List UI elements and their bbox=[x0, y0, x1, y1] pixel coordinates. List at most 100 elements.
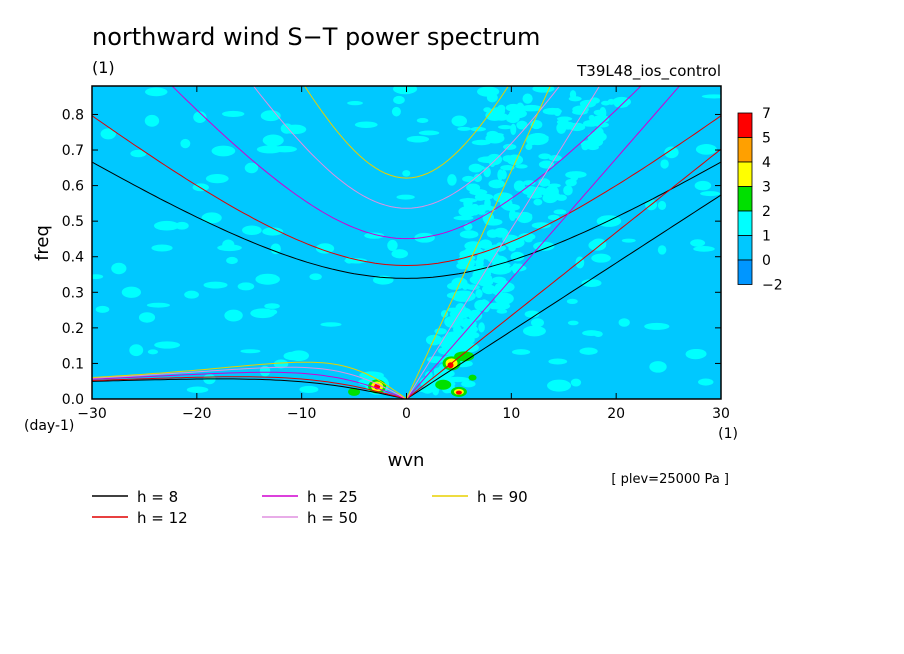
field-patch bbox=[556, 119, 569, 125]
field-patch bbox=[452, 325, 462, 334]
field-patch bbox=[525, 105, 537, 110]
field-patch bbox=[591, 238, 607, 250]
field-patch bbox=[299, 385, 319, 394]
plot-area bbox=[91, 85, 722, 400]
field-patch bbox=[273, 359, 289, 369]
field-patch bbox=[522, 325, 546, 337]
field-patch bbox=[458, 206, 478, 217]
colorbar-swatch bbox=[737, 112, 753, 138]
dispersion-curve bbox=[406, 86, 681, 399]
x-tick-label: −30 bbox=[77, 406, 107, 422]
field-patch bbox=[538, 153, 552, 160]
field-patch bbox=[242, 225, 262, 235]
field-patch bbox=[459, 230, 479, 239]
field-patch bbox=[455, 303, 466, 315]
field-patch bbox=[525, 143, 533, 150]
y-tick-label: 0.5 bbox=[62, 214, 84, 230]
field-patch bbox=[393, 95, 405, 105]
field-patch bbox=[497, 104, 506, 113]
colorbar-label: 2 bbox=[762, 204, 771, 220]
field-patch bbox=[393, 86, 418, 95]
field-patch bbox=[512, 263, 519, 274]
colorbar-label: 4 bbox=[762, 155, 771, 171]
field-patch bbox=[264, 303, 280, 309]
colorbar-swatch bbox=[737, 210, 753, 236]
field-patch bbox=[447, 174, 457, 186]
field-patch bbox=[391, 249, 408, 259]
field-patch bbox=[498, 294, 509, 306]
field-patch bbox=[695, 144, 717, 155]
field-patch bbox=[591, 253, 611, 263]
field-patch bbox=[593, 331, 603, 337]
field-patch bbox=[697, 378, 714, 386]
y-axis-label: freq bbox=[32, 225, 53, 261]
field-patch bbox=[618, 318, 630, 327]
dispersion-curve bbox=[92, 371, 407, 399]
field-patch bbox=[186, 386, 209, 393]
field-patch bbox=[685, 348, 706, 360]
colorbar-label: 7 bbox=[762, 106, 771, 122]
x-tick-label: 0 bbox=[402, 406, 411, 422]
field-patch bbox=[486, 229, 499, 238]
field-patch bbox=[347, 101, 363, 106]
field-patch bbox=[522, 93, 533, 104]
field-patch bbox=[530, 318, 544, 328]
y-tick-label: 0.4 bbox=[62, 250, 84, 266]
field-patch bbox=[387, 239, 398, 252]
field-patch bbox=[151, 244, 173, 252]
field-patch bbox=[469, 274, 490, 285]
field-patch bbox=[288, 350, 310, 361]
field-patch bbox=[563, 185, 573, 196]
field-patch bbox=[521, 188, 533, 194]
dispersion-curve bbox=[92, 161, 721, 279]
field-patch bbox=[468, 309, 483, 321]
field-patch bbox=[262, 227, 284, 236]
field-patch bbox=[500, 198, 513, 210]
field-patch bbox=[391, 106, 401, 117]
x-tick-label: 10 bbox=[502, 406, 520, 422]
field-patch bbox=[565, 171, 581, 179]
field-patch bbox=[211, 145, 236, 157]
field-patch bbox=[556, 122, 567, 134]
field-patch bbox=[548, 183, 561, 188]
field-patch bbox=[581, 279, 602, 288]
field-patch bbox=[508, 245, 516, 252]
field-patch bbox=[483, 107, 492, 113]
field-patch bbox=[542, 107, 562, 115]
field-patch bbox=[146, 302, 171, 308]
legend-label: h = 12 bbox=[137, 509, 188, 527]
field-patch bbox=[153, 220, 180, 231]
y-tick-label: 0.6 bbox=[62, 179, 84, 195]
colorbar-swatch bbox=[737, 186, 753, 212]
field-patch bbox=[463, 197, 473, 209]
field-patch bbox=[147, 349, 159, 355]
field-patch bbox=[664, 146, 679, 159]
field-patch bbox=[487, 302, 504, 310]
colorbar-swatch bbox=[737, 161, 753, 187]
field-patch bbox=[553, 209, 567, 215]
field-patch bbox=[566, 298, 578, 305]
field-patch bbox=[259, 365, 271, 377]
field-patch bbox=[406, 135, 430, 143]
y-tick-label: 0.0 bbox=[62, 392, 84, 408]
field-patch bbox=[607, 98, 615, 105]
field-patch bbox=[270, 243, 281, 255]
field-patch bbox=[533, 198, 543, 206]
field-patch bbox=[425, 371, 433, 379]
field-patch bbox=[475, 289, 483, 299]
field-patch bbox=[205, 173, 229, 184]
field-patch bbox=[657, 200, 667, 210]
legend-label: h = 8 bbox=[137, 488, 178, 506]
field-patch bbox=[320, 322, 342, 327]
dispersion-curve bbox=[92, 378, 407, 399]
field-patch bbox=[548, 358, 568, 365]
field-patch bbox=[462, 175, 475, 182]
field-patch bbox=[121, 286, 141, 298]
field-patch bbox=[315, 243, 335, 254]
field-patch bbox=[144, 114, 160, 127]
field-patch bbox=[580, 140, 598, 148]
dispersion-curve bbox=[92, 115, 721, 267]
field-patch bbox=[547, 214, 560, 221]
field-patch bbox=[402, 170, 411, 177]
field-patch bbox=[498, 125, 513, 130]
